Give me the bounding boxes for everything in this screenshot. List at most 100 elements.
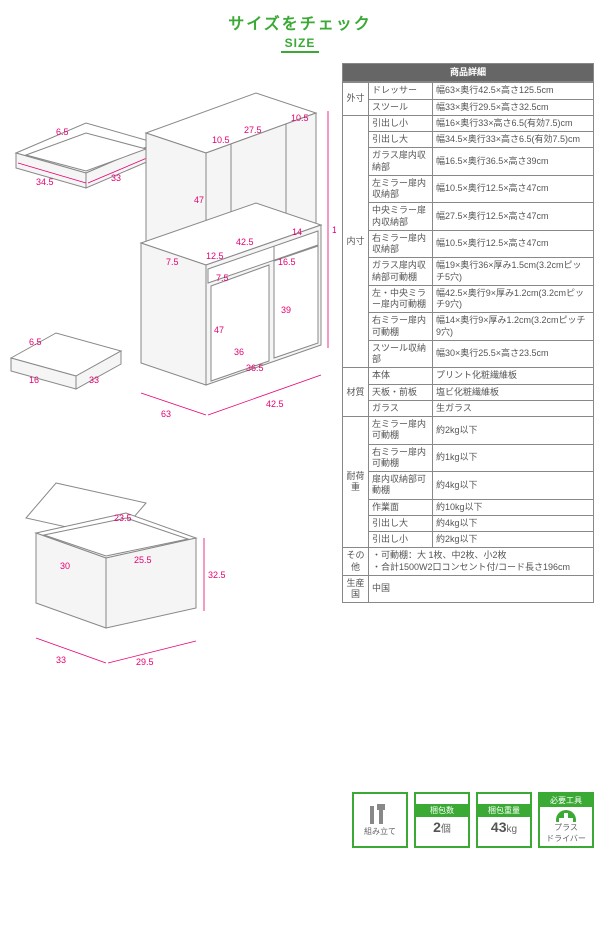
spec-table-body: 外寸ドレッサー幅63×奥行42.5×高さ125.5cmスツール幅33×奥行29.…	[342, 82, 594, 603]
spec-label: 右ミラー扉内可動棚	[369, 313, 433, 341]
svg-text:47: 47	[214, 325, 224, 335]
spec-value: 幅19×奥行36×厚み1.5cm(3.2cmピッチ5穴)	[433, 258, 594, 286]
spec-value: 幅34.5×奥行33×高さ6.5(有効7.5)cm	[433, 132, 594, 148]
spec-header: 商品詳細	[343, 64, 594, 82]
spec-label: ガラス扉内収納部可動棚	[369, 258, 433, 286]
spec-category: 材質	[343, 368, 369, 417]
spec-category: 生産国	[343, 575, 369, 603]
spec-value: 幅27.5×奥行12.5×高さ47cm	[433, 203, 594, 231]
svg-text:10.5: 10.5	[291, 113, 309, 123]
spec-label: 作業面	[369, 499, 433, 515]
diagram-column: 6.5 34.5 33	[6, 63, 336, 786]
spec-value: プリント化粧繊維板	[433, 368, 594, 384]
spec-table: 商品詳細	[342, 63, 594, 82]
spec-value: 幅33×奥行29.5×高さ32.5cm	[433, 99, 594, 115]
svg-text:10.5: 10.5	[212, 135, 230, 145]
spec-label: 引出し大	[369, 515, 433, 531]
svg-text:36.5: 36.5	[246, 363, 264, 373]
svg-text:32.5: 32.5	[208, 570, 226, 580]
svg-text:63: 63	[161, 409, 171, 419]
spec-value: 約2kg以下	[433, 417, 594, 445]
svg-text:29.5: 29.5	[136, 657, 154, 667]
spec-label: 本体	[369, 368, 433, 384]
main-content: 6.5 34.5 33	[0, 59, 600, 786]
svg-text:33: 33	[89, 375, 99, 385]
info-badge: 梱包数 2個	[414, 792, 470, 848]
spec-value: 約10kg以下	[433, 499, 594, 515]
spec-column: 商品詳細 外寸ドレッサー幅63×奥行42.5×高さ125.5cmスツール幅33×…	[342, 63, 594, 786]
spec-category: 内寸	[343, 115, 369, 368]
svg-text:30: 30	[60, 561, 70, 571]
info-badge: 必要工具プラス ドライバー	[538, 792, 594, 848]
spec-value: 幅42.5×奥行9×厚み1.2cm(3.2cmピッチ9穴)	[433, 285, 594, 313]
spec-value: 塩ビ化粧繊維板	[433, 384, 594, 400]
page-title: サイズをチェック	[0, 10, 600, 34]
spec-label: 左・中央ミラー扉内可動棚	[369, 285, 433, 313]
badge-value: 2個	[433, 819, 451, 835]
spec-label: 天板・前板	[369, 384, 433, 400]
svg-text:39: 39	[281, 305, 291, 315]
spec-label: 扉内収納部可動棚	[369, 472, 433, 500]
spec-label: 左ミラー扉内可動棚	[369, 417, 433, 445]
dimension-diagram: 6.5 34.5 33	[6, 63, 336, 783]
svg-text:47: 47	[194, 195, 204, 205]
spec-label: スツール	[369, 99, 433, 115]
spec-value: 幅16×奥行33×高さ6.5(有効7.5)cm	[433, 115, 594, 131]
badge-title: 梱包数	[416, 804, 468, 817]
header: サイズをチェック SIZE	[0, 0, 600, 59]
spec-value: 約4kg以下	[433, 515, 594, 531]
spec-label: 引出し小	[369, 532, 433, 548]
spec-value: 約2kg以下	[433, 532, 594, 548]
badge-label: 組み立て	[364, 826, 396, 837]
svg-text:42.5: 42.5	[236, 237, 254, 247]
svg-text:7.5: 7.5	[166, 257, 179, 267]
badge-label: プラス ドライバー	[546, 822, 586, 844]
plus-icon	[555, 809, 577, 822]
spec-label: ガラス扉内収納部	[369, 148, 433, 176]
spec-value: 幅63×奥行42.5×高さ125.5cm	[433, 83, 594, 99]
svg-text:6.5: 6.5	[29, 337, 42, 347]
spec-label: スツール収納部	[369, 340, 433, 368]
svg-text:12.5: 12.5	[206, 251, 224, 261]
info-badge: 組み立て	[352, 792, 408, 848]
spec-value: 幅16.5×奥行36.5×高さ39cm	[433, 148, 594, 176]
spec-label: 左ミラー扉内収納部	[369, 175, 433, 203]
spec-value: 約1kg以下	[433, 444, 594, 472]
svg-text:36: 36	[234, 347, 244, 357]
spec-label: ドレッサー	[369, 83, 433, 99]
spec-value: 約4kg以下	[433, 472, 594, 500]
spec-category: 外寸	[343, 83, 369, 116]
svg-text:14: 14	[292, 227, 302, 237]
svg-text:27.5: 27.5	[244, 125, 262, 135]
spec-label: 引出し大	[369, 132, 433, 148]
spec-value: 幅10.5×奥行12.5×高さ47cm	[433, 230, 594, 258]
svg-text:16: 16	[29, 375, 39, 385]
svg-text:42.5: 42.5	[266, 399, 284, 409]
spec-label: 引出し小	[369, 115, 433, 131]
badge-value: 43kg	[491, 819, 517, 835]
info-badge: 梱包重量 43kg	[476, 792, 532, 848]
spec-value: 生ガラス	[433, 400, 594, 416]
svg-text:33: 33	[56, 655, 66, 665]
footer-badges: 組み立て 梱包数 2個 梱包重量 43kg 必要工具プラス ドライバー	[0, 786, 600, 854]
spec-category: 耐荷重	[343, 417, 369, 548]
tools-icon	[367, 804, 393, 826]
badge-title: 梱包重量	[478, 804, 530, 817]
spec-value: 幅10.5×奥行12.5×高さ47cm	[433, 175, 594, 203]
svg-text:23.5: 23.5	[114, 513, 132, 523]
svg-text:7.5: 7.5	[216, 273, 229, 283]
spec-label: 中央ミラー扉内収納部	[369, 203, 433, 231]
spec-value: 中国	[369, 575, 594, 603]
spec-label: 右ミラー扉内収納部	[369, 230, 433, 258]
svg-text:33: 33	[111, 173, 121, 183]
spec-value: 幅14×奥行9×厚み1.2cm(3.2cmピッチ9穴)	[433, 313, 594, 341]
spec-label: ガラス	[369, 400, 433, 416]
svg-text:125.5: 125.5	[332, 225, 336, 235]
svg-text:6.5: 6.5	[56, 127, 69, 137]
svg-text:16.5: 16.5	[278, 257, 296, 267]
spec-value: 幅30×奥行25.5×高さ23.5cm	[433, 340, 594, 368]
spec-label: 右ミラー扉内可動棚	[369, 444, 433, 472]
page-subtitle: SIZE	[281, 36, 320, 53]
spec-value: ・可動棚：大 1枚、中2枚、小2枚 ・合計1500W2口コンセント付/コード長さ…	[369, 548, 594, 576]
svg-text:25.5: 25.5	[134, 555, 152, 565]
